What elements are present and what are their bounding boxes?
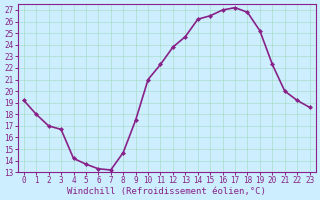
X-axis label: Windchill (Refroidissement éolien,°C): Windchill (Refroidissement éolien,°C)	[67, 187, 266, 196]
